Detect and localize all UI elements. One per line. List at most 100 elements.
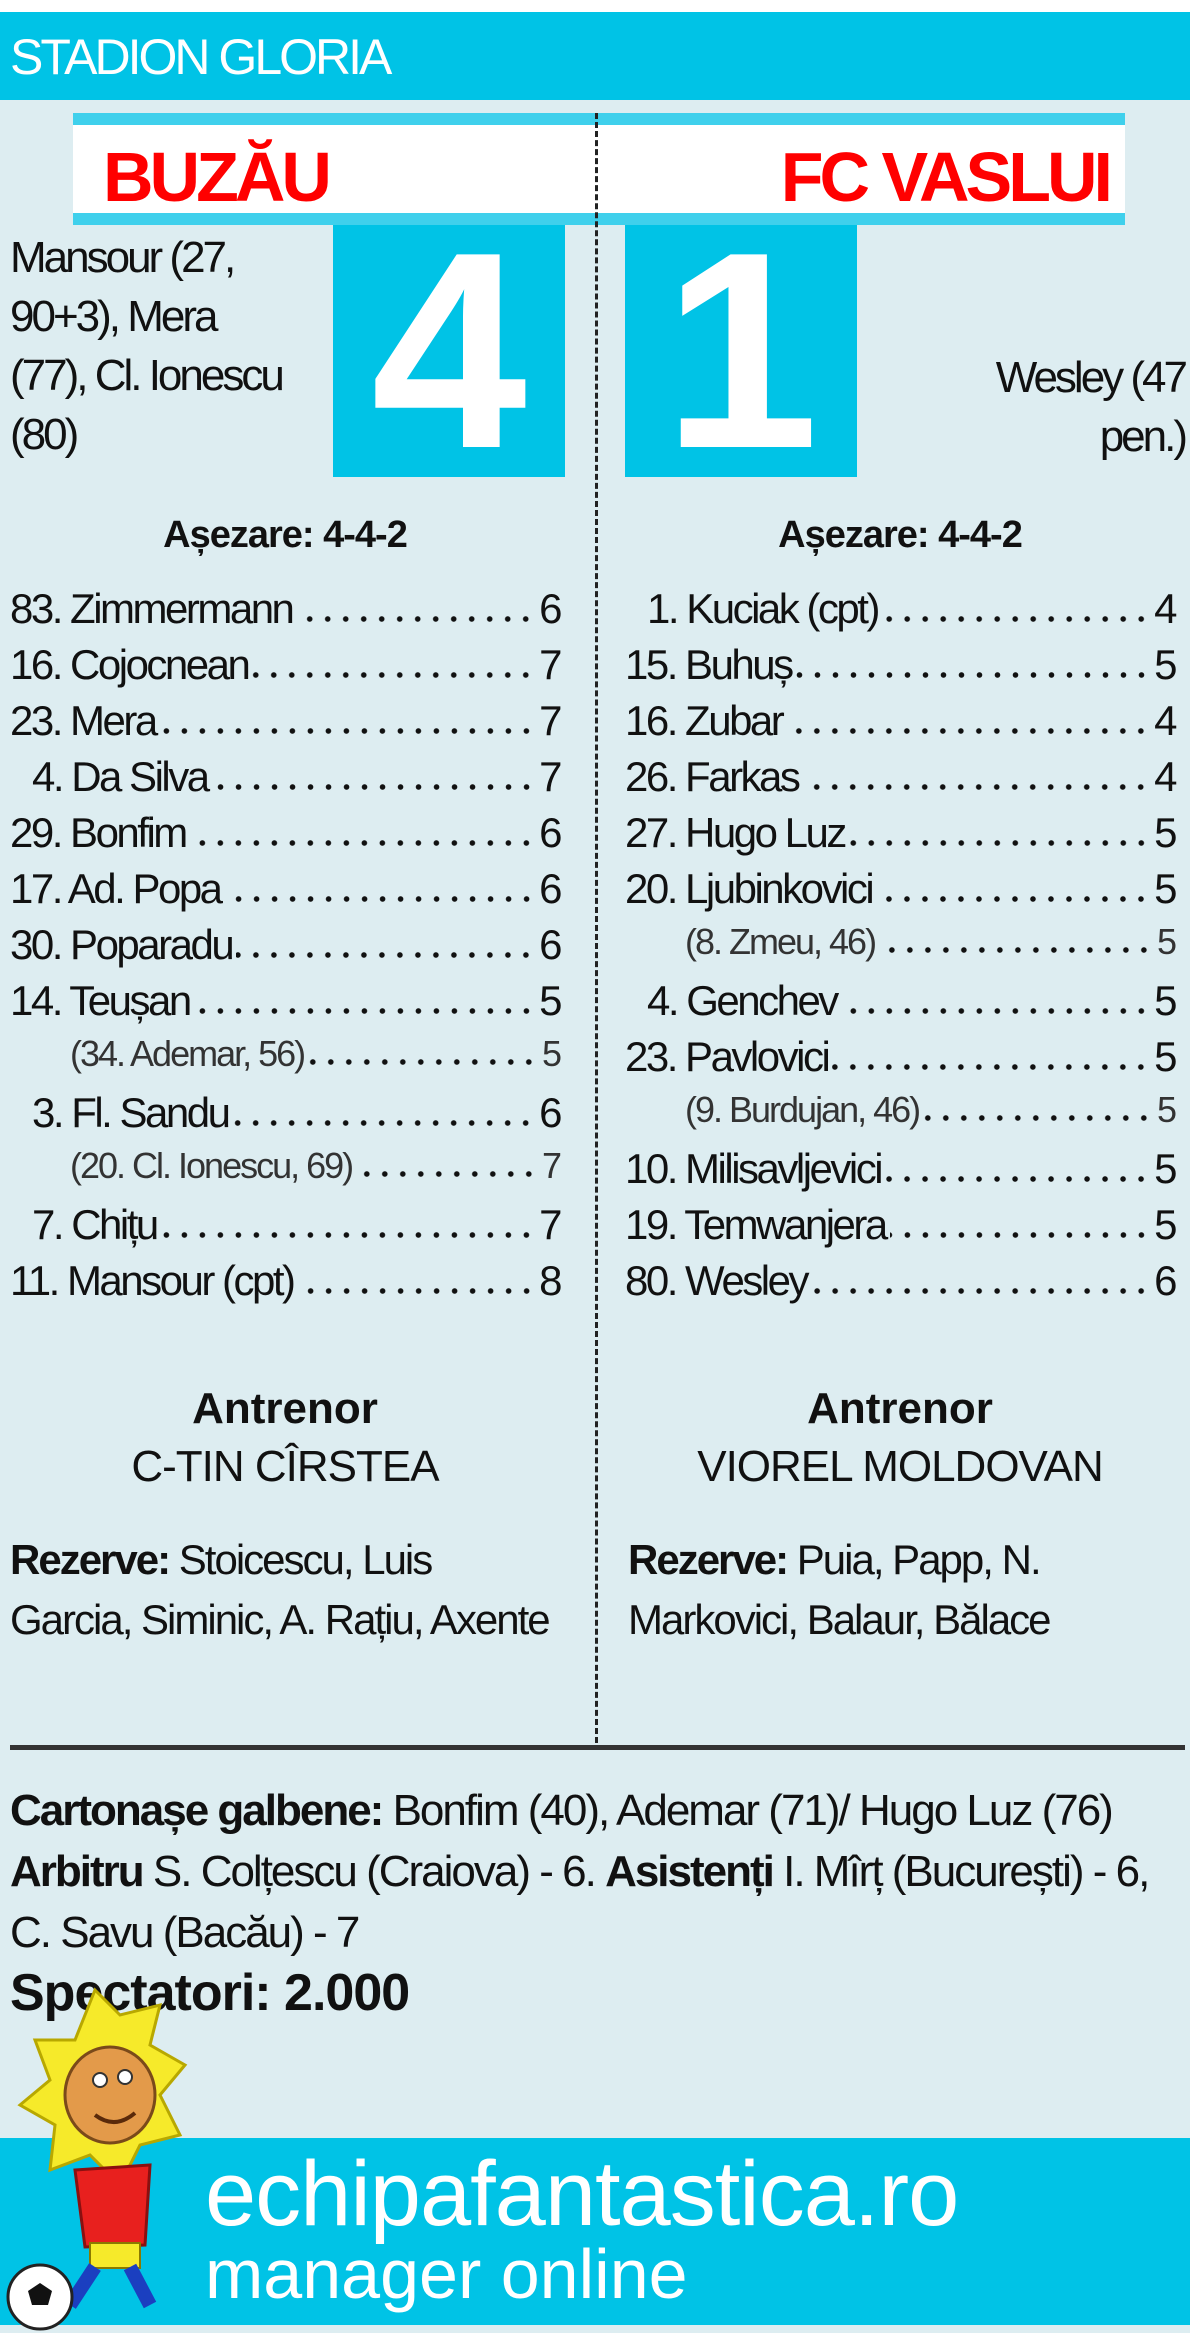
promo-site[interactable]: echipafantastica.ro: [205, 2143, 959, 2245]
player-name: 1. Kuciak (cpt): [647, 585, 880, 632]
player-row: 29. Bonfim 6: [10, 809, 562, 865]
away-formation: Așezare: 4-4-2: [778, 514, 1023, 556]
player-grade: 5: [1154, 1145, 1177, 1192]
dot-leader: [159, 727, 536, 735]
substitute-row: (9. Burdujan, 46) 5: [625, 1089, 1177, 1145]
lion-mascot-icon: [6, 1987, 188, 2331]
dot-leader: [193, 1007, 536, 1015]
dot-leader: [795, 671, 1151, 679]
player-grade: 5: [1154, 641, 1177, 688]
player-name: 26. Farkas: [625, 753, 801, 800]
dot-leader: [189, 839, 536, 847]
home-reserves-label: Rezerve:: [10, 1536, 171, 1583]
player-grade: 6: [539, 809, 562, 856]
away-reserves: Rezerve: Puia, Papp, N. Markovici, Balau…: [628, 1530, 1168, 1650]
yellow-cards-label: Cartonașe galbene:: [10, 1786, 384, 1835]
scorer-line: Mansour (27,: [10, 233, 236, 282]
player-name: 83. Zimmermann: [10, 585, 295, 632]
dot-leader: [356, 1170, 538, 1178]
substitute-row: (8. Zmeu, 46) 5: [625, 921, 1177, 977]
player-row: 30. Poparadu 6: [10, 921, 562, 977]
column-divider: [595, 113, 598, 1743]
dot-leader: [848, 839, 1151, 847]
player-grade: 8: [539, 1257, 562, 1304]
scorer-line: 90+3), Mera: [10, 292, 218, 341]
officials: Arbitru S. Colțescu (Craiova) - 6. Asist…: [10, 1841, 1180, 1963]
home-reserves-list: Stoicescu, Luis Garcia, Siminic, A. Rați…: [10, 1536, 551, 1643]
player-row: 17. Ad. Popa 6: [10, 865, 562, 921]
away-scorers: Wesley (47 pen.): [996, 348, 1188, 466]
player-name: (9. Burdujan, 46): [685, 1089, 921, 1130]
dot-leader: [881, 615, 1151, 623]
player-grade: 5: [1154, 865, 1177, 912]
player-grade: 7: [539, 753, 562, 800]
home-scorers: Mansour (27, 90+3), Mera (77), Cl. Ionescu…: [10, 228, 285, 464]
player-row: 83. Zimmermann 6: [10, 585, 562, 641]
player-name: 11. Mansour (cpt): [10, 1257, 296, 1304]
player-name: 7. Chițu: [32, 1201, 159, 1248]
away-lineup: Așezare: 4-4-2 1. Kuciak (cpt) 4 15. Buhuș…: [625, 505, 1177, 1313]
player-row: 23. Mera 7: [10, 697, 562, 753]
assistants-label: Asistenți: [605, 1847, 775, 1896]
away-coach-label: Antrenor: [807, 1384, 993, 1433]
player-grade: 5: [1156, 921, 1177, 962]
dot-leader: [211, 783, 536, 791]
dot-leader: [923, 1114, 1153, 1122]
player-name: 16. Cojocnean: [10, 641, 251, 688]
home-lineup: Așezare: 4-4-2 83. Zimmermann 6 16. Cojocn…: [10, 505, 562, 1313]
player-name: 15. Buhuș: [625, 641, 794, 688]
player-row: 7. Chițu 7: [10, 1201, 562, 1257]
player-name: 14. Teușan: [10, 977, 192, 1024]
dot-leader: [832, 1063, 1151, 1071]
away-score: 1: [625, 211, 857, 491]
dot-leader: [885, 1175, 1151, 1183]
player-row: 11. Mansour (cpt) 8: [10, 1257, 562, 1313]
player-row: 1. Kuciak (cpt) 4: [625, 585, 1177, 641]
home-score: 4: [333, 211, 565, 491]
player-row: 4. Genchev 5: [625, 977, 1177, 1033]
away-reserves-list: Puia, Papp, N. Markovici, Balaur, Bălace: [628, 1536, 1052, 1643]
dot-leader: [876, 895, 1151, 903]
player-grade: 7: [539, 697, 562, 744]
dot-leader: [840, 1007, 1151, 1015]
away-reserves-label: Rezerve:: [628, 1536, 789, 1583]
dot-leader: [811, 1287, 1151, 1295]
player-row: 23. Pavlovici 5: [625, 1033, 1177, 1089]
dot-leader: [232, 1119, 536, 1127]
scorer-line: (80): [10, 410, 79, 459]
player-grade: 7: [539, 641, 562, 688]
stadium-name: STADION GLORIA: [10, 29, 392, 85]
referee-name: S. Colțescu (Craiova) - 6.: [152, 1847, 597, 1896]
player-name: 23. Mera: [10, 697, 158, 744]
scorer-line: pen.): [1099, 412, 1188, 461]
promo-banner[interactable]: echipafantastica.ro manager online: [0, 2138, 1190, 2325]
player-row: 26. Farkas 4: [625, 753, 1177, 809]
dot-leader: [786, 727, 1151, 735]
player-row: 14. Teușan 5: [10, 977, 562, 1033]
player-row: 10. Milisavljevici 5: [625, 1145, 1177, 1201]
player-row: 15. Buhuș 5: [625, 641, 1177, 697]
home-coach: Antrenor C-TIN CÎRSTEA: [10, 1380, 560, 1496]
dot-leader: [802, 783, 1151, 791]
player-name: 4. Da Silva: [32, 753, 210, 800]
player-grade: 5: [1154, 809, 1177, 856]
dot-leader: [236, 951, 536, 959]
player-grade: 7: [539, 1201, 562, 1248]
player-grade: 6: [539, 921, 562, 968]
dot-leader: [879, 946, 1153, 954]
player-grade: 6: [539, 1089, 562, 1136]
dot-leader: [160, 1231, 536, 1239]
section-divider: [10, 1745, 1185, 1750]
player-name: 17. Ad. Popa: [10, 865, 223, 912]
player-grade: 5: [541, 1033, 562, 1074]
player-name: 29. Bonfim: [10, 809, 188, 856]
scorer-line: (77), Cl. Ionescu: [10, 351, 285, 400]
promo-tagline: manager online: [205, 2235, 688, 2313]
match-info: Cartonașe galbene: Bonfim (40), Ademar (…: [10, 1780, 1180, 2024]
stadium-header: STADION GLORIA: [0, 12, 1190, 100]
dot-leader: [297, 1287, 536, 1295]
player-row: 80. Wesley 6: [625, 1257, 1177, 1313]
player-grade: 5: [1154, 977, 1177, 1024]
player-grade: 6: [539, 585, 562, 632]
away-coach-name: VIOREL MOLDOVAN: [697, 1442, 1104, 1491]
